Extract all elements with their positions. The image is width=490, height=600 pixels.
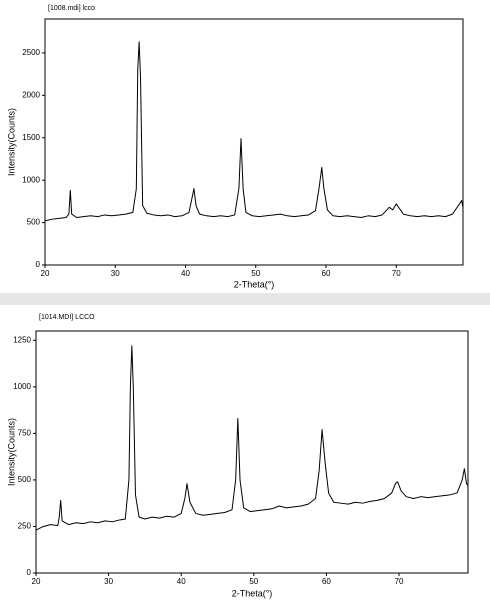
y-tick-label: 1500: [22, 133, 40, 142]
x-tick-label: 20: [41, 269, 50, 278]
x-tick-label: 40: [181, 269, 190, 278]
data-line: [44, 41, 464, 222]
y-tick-label: 750: [18, 428, 32, 437]
chart-title: [1008.mdi] lcco: [48, 5, 95, 12]
data-line: [35, 345, 469, 531]
y-tick-label: 1000: [22, 175, 40, 184]
y-axis-label: Intensity(Counts): [6, 418, 16, 486]
y-tick-label: 1250: [13, 335, 31, 344]
y-tick-label: 500: [27, 218, 41, 227]
y-tick-label: 250: [18, 522, 32, 531]
y-axis-label: Intensity(Counts): [6, 108, 16, 176]
x-tick-label: 30: [111, 269, 120, 278]
x-axis-label: 2-Theta(°): [234, 279, 275, 289]
x-tick-label: 70: [395, 577, 404, 586]
y-tick-label: 2500: [22, 48, 40, 57]
plot-area: [35, 330, 469, 574]
plot-area: [44, 18, 464, 266]
x-tick-label: 60: [322, 269, 331, 278]
x-tick-label: 20: [32, 577, 41, 586]
x-tick-label: 30: [104, 577, 113, 586]
y-tick-label: 2000: [22, 90, 40, 99]
x-tick-label: 40: [177, 577, 186, 586]
y-tick-label: 0: [36, 260, 41, 269]
y-tick-label: 1000: [13, 382, 31, 391]
x-tick-label: 50: [251, 269, 260, 278]
chart-title: [1014.MDI] LCCO: [39, 314, 95, 321]
y-tick-label: 0: [27, 568, 32, 577]
x-tick-label: 60: [322, 577, 331, 586]
x-tick-label: 50: [249, 577, 258, 586]
x-tick-label: 70: [392, 269, 401, 278]
x-axis-label: 2-Theta(°): [232, 588, 273, 598]
y-tick-label: 500: [18, 475, 32, 484]
